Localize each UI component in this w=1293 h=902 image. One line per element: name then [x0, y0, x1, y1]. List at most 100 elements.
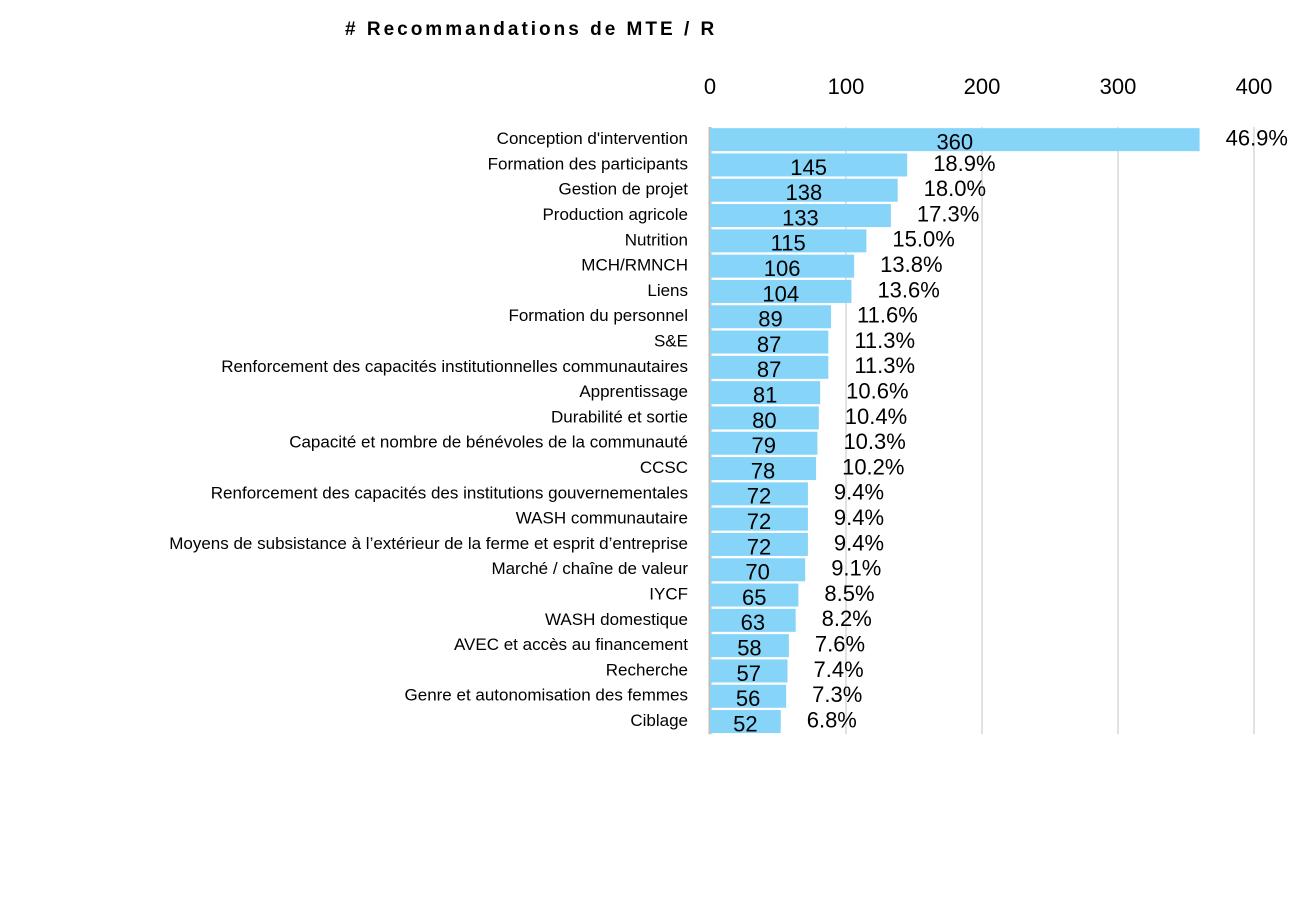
value-label: 133 — [782, 205, 819, 230]
value-label: 72 — [747, 534, 771, 559]
x-tick-label: 0 — [704, 74, 716, 99]
share-label: 10.4% — [845, 404, 907, 429]
share-label: 13.8% — [880, 252, 942, 277]
category-label: Gestion de projet — [559, 180, 689, 199]
category-label: IYCF — [649, 585, 688, 604]
value-label: 56 — [736, 686, 760, 711]
value-label: 87 — [757, 357, 781, 382]
category-label: Formation du personnel — [508, 306, 688, 325]
value-label: 72 — [747, 509, 771, 534]
value-label: 65 — [742, 585, 766, 610]
bar — [710, 128, 1200, 152]
value-label: 57 — [737, 661, 761, 686]
value-label: 145 — [790, 155, 827, 180]
value-label: 106 — [764, 256, 801, 281]
share-label: 9.1% — [831, 556, 881, 581]
category-label: Marché / chaîne de valeur — [491, 559, 688, 578]
bar — [710, 558, 806, 582]
share-label: 18.0% — [924, 176, 986, 201]
bar — [710, 507, 808, 531]
category-label: Renforcement des capacités des instituti… — [211, 483, 688, 502]
chart-title: # Recommandations de MTE / R — [345, 19, 717, 40]
share-label: 10.3% — [843, 429, 905, 454]
share-label: 11.6% — [857, 303, 918, 328]
category-label: Genre et autonomisation des femmes — [405, 686, 688, 705]
bar — [710, 710, 781, 734]
category-label: MCH/RMNCH — [581, 256, 688, 275]
share-label: 8.5% — [824, 581, 874, 606]
share-label: 7.4% — [814, 657, 864, 682]
value-label: 138 — [785, 180, 822, 205]
x-tick-label: 300 — [1100, 74, 1137, 99]
share-label: 15.0% — [892, 227, 954, 252]
value-label: 70 — [745, 560, 769, 585]
share-label: 13.6% — [877, 277, 939, 302]
bar — [710, 381, 821, 405]
bar — [710, 482, 808, 506]
bar — [710, 431, 818, 455]
category-label: CCSC — [640, 458, 688, 477]
value-label: 115 — [771, 231, 806, 256]
value-label: 104 — [762, 281, 799, 306]
bar — [710, 305, 832, 329]
share-label: 7.6% — [815, 631, 865, 656]
x-tick-label: 100 — [828, 74, 865, 99]
value-label: 80 — [752, 408, 776, 433]
bar — [710, 608, 796, 632]
bar — [710, 330, 829, 354]
bar — [710, 634, 789, 658]
value-label: 87 — [757, 332, 781, 357]
category-label: Ciblage — [630, 711, 688, 730]
share-label: 8.2% — [822, 606, 872, 631]
share-label: 18.9% — [933, 151, 995, 176]
value-label: 52 — [733, 711, 757, 736]
share-label: 6.8% — [807, 707, 857, 732]
category-label: Capacité et nombre de bénévoles de la co… — [289, 433, 688, 452]
category-label: AVEC et accès au financement — [454, 635, 688, 654]
category-label: Renforcement des capacités institutionne… — [221, 357, 688, 376]
value-label: 89 — [758, 307, 782, 332]
bar — [710, 659, 788, 683]
share-label: 9.4% — [834, 480, 884, 505]
share-label: 46.9% — [1226, 125, 1288, 150]
value-label: 72 — [747, 484, 771, 509]
bar — [710, 204, 891, 228]
share-label: 11.3% — [854, 328, 915, 353]
bar — [710, 178, 898, 202]
share-label: 7.3% — [812, 682, 862, 707]
category-label: WASH communautaire — [516, 509, 688, 528]
share-label: 11.3% — [854, 353, 915, 378]
share-label: 9.4% — [834, 530, 884, 555]
bar — [710, 532, 808, 556]
value-label: 58 — [737, 635, 761, 660]
category-label: Production agricole — [542, 205, 688, 224]
share-label: 17.3% — [917, 201, 979, 226]
category-label: Apprentissage — [579, 382, 688, 401]
category-label: Recherche — [606, 660, 688, 679]
value-label: 79 — [751, 433, 775, 458]
bar — [710, 229, 867, 253]
value-label: 78 — [751, 458, 775, 483]
category-label: Conception d'intervention — [497, 129, 688, 148]
bar — [710, 254, 855, 278]
share-label: 10.2% — [842, 454, 904, 479]
bar — [710, 684, 787, 708]
category-label: Formation des participants — [488, 154, 688, 173]
bar — [710, 279, 852, 303]
category-label: Liens — [647, 281, 688, 300]
share-label: 9.4% — [834, 505, 884, 530]
x-tick-label: 400 — [1236, 74, 1273, 99]
value-label: 63 — [741, 610, 765, 635]
category-label: Nutrition — [625, 230, 688, 249]
bar — [710, 457, 817, 481]
category-label: Moyens de subsistance à l’extérieur de l… — [169, 534, 688, 553]
value-label: 360 — [936, 129, 973, 154]
bar — [710, 583, 799, 607]
category-label: WASH domestique — [545, 610, 688, 629]
bar — [710, 355, 829, 379]
bar — [710, 406, 819, 430]
bar — [710, 153, 908, 177]
category-label: Durabilité et sortie — [551, 407, 688, 426]
